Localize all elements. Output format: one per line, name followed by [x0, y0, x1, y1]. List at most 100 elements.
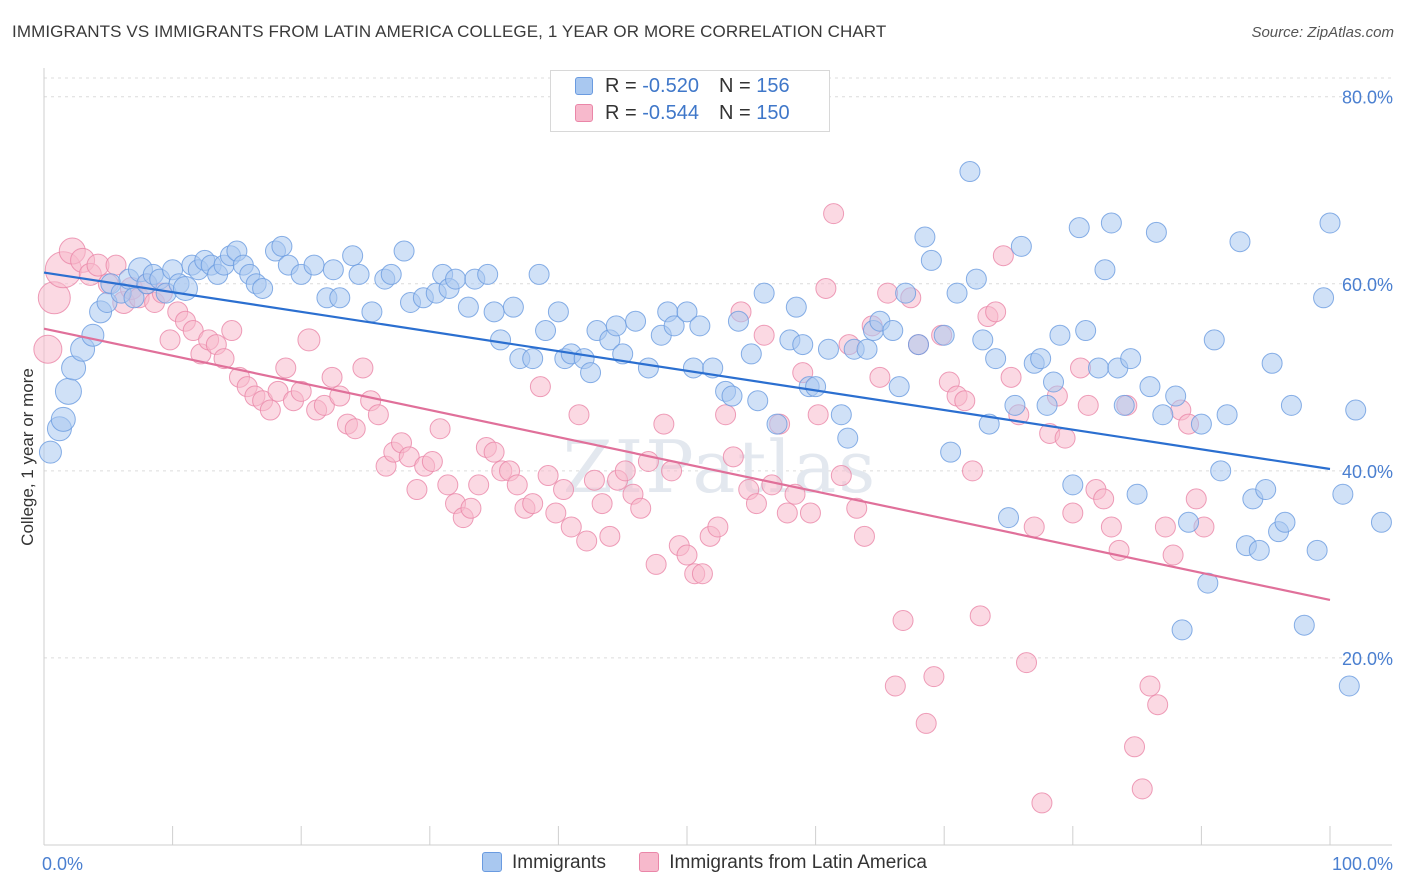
immigrants-point	[1332, 483, 1354, 505]
immigrants-point	[54, 377, 82, 405]
immigrants-point	[1313, 287, 1335, 309]
immigrants-point	[978, 413, 1000, 435]
latin-america-point	[753, 324, 775, 346]
immigrants-point	[1178, 511, 1200, 533]
series-legend-immigrants[interactable]: Immigrants	[482, 852, 606, 874]
latin-america-point	[367, 404, 389, 426]
legend-n-value: 150	[756, 102, 790, 124]
latin-america-point	[992, 245, 1014, 267]
immigrants-point	[920, 249, 942, 271]
immigrants-point	[882, 320, 904, 342]
latin-america-point	[313, 394, 335, 416]
immigrants-point	[1075, 320, 1097, 342]
latin-america-point	[506, 474, 528, 496]
latin-america-point	[545, 502, 567, 524]
latin-america-point	[529, 376, 551, 398]
immigrants-point	[766, 413, 788, 435]
latin-america-point	[591, 493, 613, 515]
immigrants-point	[721, 385, 743, 407]
immigrants-point	[528, 263, 550, 285]
immigrants-point	[682, 357, 704, 379]
immigrants-point	[663, 315, 685, 337]
latin-america-point	[799, 502, 821, 524]
latin-america-point	[421, 451, 443, 472]
immigrants-trend-line	[43, 271, 1331, 471]
immigrants-point	[637, 357, 659, 379]
immigrants-point	[1319, 212, 1341, 234]
latin-america-point	[221, 320, 243, 342]
immigrants-point	[933, 324, 955, 346]
immigrants-point	[965, 268, 987, 290]
y-tick-label: 60.0%	[1342, 275, 1393, 295]
series-swatch-pink	[639, 852, 660, 872]
immigrants-point	[1261, 352, 1283, 374]
immigrants-point	[1049, 324, 1071, 346]
latin-america-point	[1162, 544, 1184, 566]
immigrants-point	[348, 263, 370, 285]
latin-america-point	[823, 203, 845, 225]
latin-america-point	[1147, 694, 1169, 716]
immigrants-point	[753, 282, 775, 304]
immigrants-point	[1062, 474, 1084, 496]
immigrants-point	[580, 362, 602, 384]
immigrants-point	[676, 301, 698, 323]
latin-america-point	[267, 380, 289, 402]
latin-america-point	[869, 366, 891, 388]
immigrants-point	[1210, 460, 1232, 482]
latin-america-point	[1185, 488, 1207, 510]
latin-america-point	[297, 328, 321, 352]
immigrants-point	[457, 296, 479, 318]
latin-america-point	[483, 441, 505, 463]
latin-america-point	[614, 460, 636, 482]
legend-n-label: N =	[718, 102, 757, 124]
immigrants-point	[805, 376, 827, 398]
latin-america-point	[259, 399, 281, 421]
immigrants-point	[1152, 404, 1174, 426]
latin-america-point	[560, 516, 582, 538]
latin-america-point	[830, 465, 852, 487]
latin-america-point	[630, 497, 652, 519]
series-swatch-blue	[482, 852, 502, 872]
latin-america-point	[583, 469, 605, 491]
immigrants-point	[1094, 259, 1116, 281]
immigrants-point	[81, 323, 105, 347]
series-label: Immigrants from Latin America	[669, 852, 927, 873]
latin-america-point	[846, 497, 868, 519]
latin-america-point	[884, 675, 906, 697]
immigrants-point	[914, 226, 936, 248]
latin-america-point	[653, 413, 675, 435]
immigrants-point	[946, 282, 968, 304]
latin-america-point	[954, 390, 976, 412]
latin-america-point	[344, 418, 366, 440]
immigrants-point	[483, 301, 505, 323]
latin-america-point	[1077, 394, 1099, 416]
series-legend-latin-america[interactable]: Immigrants from Latin America	[639, 852, 927, 874]
y-axis-label: College, 1 year or more	[18, 368, 37, 546]
immigrants-point	[271, 235, 293, 257]
latin-america-point	[398, 446, 420, 468]
latin-america-point	[1070, 357, 1092, 379]
legend-swatch-blue	[575, 77, 593, 95]
latin-america-point	[853, 525, 875, 547]
immigrants-point	[1165, 385, 1187, 407]
latin-america-point	[1131, 778, 1153, 800]
latin-america-trend-line	[43, 327, 1331, 602]
immigrants-point	[1248, 539, 1270, 561]
latin-america-point	[33, 334, 63, 364]
x-tick-label: 0.0%	[42, 854, 83, 874]
y-tick-label: 20.0%	[1342, 649, 1393, 669]
immigrants-point	[837, 427, 859, 449]
immigrants-point	[502, 296, 524, 318]
immigrants-point	[1010, 235, 1032, 257]
latin-america-point	[437, 474, 459, 496]
legend-r-value: -0.520	[642, 75, 699, 97]
immigrants-point	[477, 263, 499, 285]
immigrants-point	[393, 240, 415, 262]
y-tick-label: 80.0%	[1342, 88, 1393, 108]
chart-title: IMMIGRANTS VS IMMIGRANTS FROM LATIN AMER…	[12, 22, 887, 41]
series-legend: Immigrants Immigrants from Latin America	[482, 852, 955, 874]
latin-america-point	[406, 479, 428, 501]
immigrants-point	[50, 406, 76, 432]
latin-america-point	[715, 404, 737, 426]
